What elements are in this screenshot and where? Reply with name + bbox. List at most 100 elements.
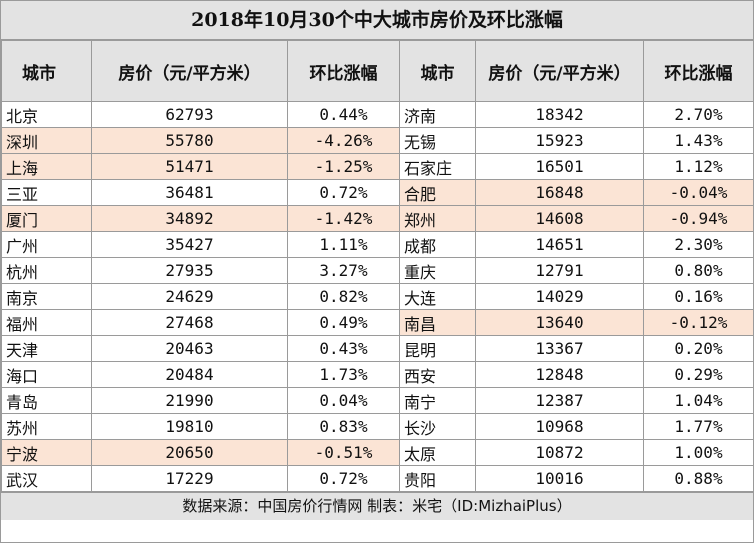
- table-row: 三亚 36481 0.72% 合肥 16848 -0.04%: [1, 179, 754, 206]
- right-change-cell: -0.04%: [643, 179, 754, 206]
- right-city-cell: 济南: [399, 101, 476, 128]
- right-city-cell: 大连: [399, 283, 476, 310]
- left-price-cell: 27468: [91, 309, 288, 336]
- header-city-right: 城市: [399, 40, 476, 102]
- table-row: 宁波 20650 -0.51% 太原 10872 1.00%: [1, 439, 754, 466]
- right-city-cell: 太原: [399, 439, 476, 466]
- right-change-cell: 2.30%: [643, 231, 754, 258]
- left-price-cell: 27935: [91, 257, 288, 284]
- left-city-cell: 南京: [1, 283, 92, 310]
- table-row: 杭州 27935 3.27% 重庆 12791 0.80%: [1, 257, 754, 284]
- left-city-cell: 三亚: [1, 179, 92, 206]
- right-price-cell: 12848: [475, 361, 644, 388]
- right-city-cell: 重庆: [399, 257, 476, 284]
- right-city-cell: 西安: [399, 361, 476, 388]
- header-row: 城市 房价（元/平方米） 环比涨幅 城市 房价（元/平方米） 环比涨幅: [1, 40, 754, 102]
- left-price-cell: 51471: [91, 153, 288, 180]
- right-city-cell: 成都: [399, 231, 476, 258]
- header-change-right: 环比涨幅: [643, 40, 754, 102]
- left-change-cell: 0.72%: [287, 179, 400, 206]
- right-city-cell: 合肥: [399, 179, 476, 206]
- left-price-cell: 35427: [91, 231, 288, 258]
- left-change-cell: -1.25%: [287, 153, 400, 180]
- left-city-cell: 上海: [1, 153, 92, 180]
- left-price-cell: 17229: [91, 465, 288, 492]
- left-change-cell: -1.42%: [287, 205, 400, 232]
- left-price-cell: 36481: [91, 179, 288, 206]
- right-price-cell: 14029: [475, 283, 644, 310]
- table-row: 天津 20463 0.43% 昆明 13367 0.20%: [1, 335, 754, 362]
- table-row: 深圳 55780 -4.26% 无锡 15923 1.43%: [1, 127, 754, 154]
- right-change-cell: 0.29%: [643, 361, 754, 388]
- left-city-cell: 武汉: [1, 465, 92, 492]
- left-price-cell: 55780: [91, 127, 288, 154]
- left-change-cell: -0.51%: [287, 439, 400, 466]
- left-change-cell: 0.04%: [287, 387, 400, 414]
- left-price-cell: 20650: [91, 439, 288, 466]
- left-change-cell: 0.43%: [287, 335, 400, 362]
- right-city-cell: 贵阳: [399, 465, 476, 492]
- table-body: 北京 62793 0.44% 济南 18342 2.70% 深圳 55780 -4.26% 无锡 1…: [1, 101, 754, 492]
- right-price-cell: 12387: [475, 387, 644, 414]
- left-city-cell: 广州: [1, 231, 92, 258]
- right-change-cell: 1.12%: [643, 153, 754, 180]
- right-city-cell: 昆明: [399, 335, 476, 362]
- left-price-cell: 62793: [91, 101, 288, 128]
- right-city-cell: 长沙: [399, 413, 476, 440]
- right-price-cell: 10968: [475, 413, 644, 440]
- left-price-cell: 24629: [91, 283, 288, 310]
- left-city-cell: 苏州: [1, 413, 92, 440]
- left-change-cell: 0.44%: [287, 101, 400, 128]
- right-change-cell: -0.12%: [643, 309, 754, 336]
- left-city-cell: 天津: [1, 335, 92, 362]
- right-price-cell: 10016: [475, 465, 644, 492]
- right-change-cell: 1.00%: [643, 439, 754, 466]
- table-row: 武汉 17229 0.72% 贵阳 10016 0.88%: [1, 465, 754, 492]
- table-row: 厦门 34892 -1.42% 郑州 14608 -0.94%: [1, 205, 754, 232]
- left-city-cell: 福州: [1, 309, 92, 336]
- right-city-cell: 南宁: [399, 387, 476, 414]
- table-row: 海口 20484 1.73% 西安 12848 0.29%: [1, 361, 754, 388]
- left-change-cell: -4.26%: [287, 127, 400, 154]
- header-price-right: 房价（元/平方米）: [475, 40, 644, 102]
- left-city-cell: 深圳: [1, 127, 92, 154]
- left-city-cell: 青岛: [1, 387, 92, 414]
- right-change-cell: 0.16%: [643, 283, 754, 310]
- right-change-cell: 0.80%: [643, 257, 754, 284]
- left-change-cell: 0.83%: [287, 413, 400, 440]
- header-price-left: 房价（元/平方米）: [91, 40, 288, 102]
- left-price-cell: 20463: [91, 335, 288, 362]
- table-row: 福州 27468 0.49% 南昌 13640 -0.12%: [1, 309, 754, 336]
- left-change-cell: 1.11%: [287, 231, 400, 258]
- right-price-cell: 13640: [475, 309, 644, 336]
- table-row: 北京 62793 0.44% 济南 18342 2.70%: [1, 101, 754, 128]
- header-change-left: 环比涨幅: [287, 40, 400, 102]
- right-change-cell: 2.70%: [643, 101, 754, 128]
- left-price-cell: 19810: [91, 413, 288, 440]
- left-price-cell: 34892: [91, 205, 288, 232]
- right-price-cell: 14608: [475, 205, 644, 232]
- right-price-cell: 10872: [475, 439, 644, 466]
- right-city-cell: 石家庄: [399, 153, 476, 180]
- header-city-left: 城市: [1, 40, 92, 102]
- right-price-cell: 18342: [475, 101, 644, 128]
- left-city-cell: 海口: [1, 361, 92, 388]
- table-row: 苏州 19810 0.83% 长沙 10968 1.77%: [1, 413, 754, 440]
- source-footer: 数据来源：中国房价行情网 制表：米宅（ID:MizhaiPlus）: [1, 492, 753, 520]
- right-price-cell: 13367: [475, 335, 644, 362]
- left-change-cell: 0.72%: [287, 465, 400, 492]
- price-table: 城市 房价（元/平方米） 环比涨幅 城市 房价（元/平方米） 环比涨幅 北京 62…: [1, 40, 754, 492]
- right-change-cell: 1.04%: [643, 387, 754, 414]
- left-change-cell: 1.73%: [287, 361, 400, 388]
- left-price-cell: 21990: [91, 387, 288, 414]
- table-row: 广州 35427 1.11% 成都 14651 2.30%: [1, 231, 754, 258]
- table-row: 南京 24629 0.82% 大连 14029 0.16%: [1, 283, 754, 310]
- right-city-cell: 郑州: [399, 205, 476, 232]
- right-change-cell: 0.88%: [643, 465, 754, 492]
- left-price-cell: 20484: [91, 361, 288, 388]
- left-city-cell: 厦门: [1, 205, 92, 232]
- table-row: 青岛 21990 0.04% 南宁 12387 1.04%: [1, 387, 754, 414]
- left-change-cell: 0.49%: [287, 309, 400, 336]
- left-city-cell: 杭州: [1, 257, 92, 284]
- right-change-cell: 1.43%: [643, 127, 754, 154]
